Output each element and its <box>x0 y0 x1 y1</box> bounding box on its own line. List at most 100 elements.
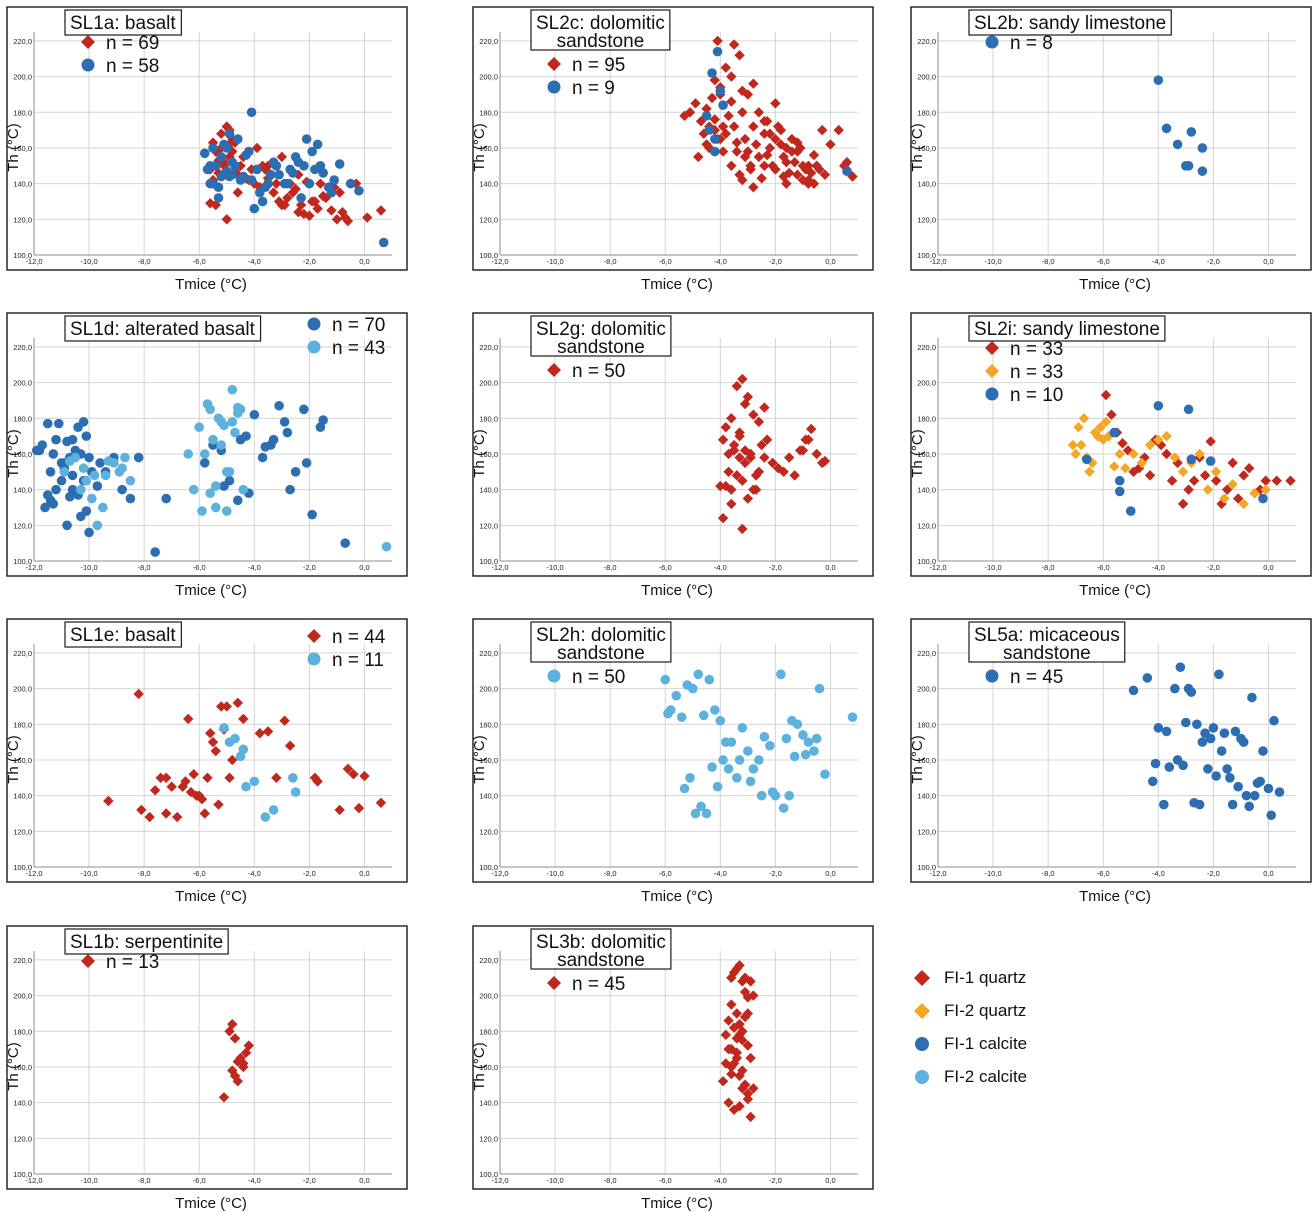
data-point <box>792 169 803 180</box>
data-point <box>728 439 740 451</box>
data-point <box>690 808 701 819</box>
y-axis-label: Th (°C) <box>5 735 22 784</box>
scatter-chart: -12,0 -10,0 -8,0 -6,0 -4,0 -2,0 0,0 100,0 120,0 1… <box>471 6 874 293</box>
data-point <box>53 418 64 429</box>
data-point <box>216 701 227 712</box>
scatter-chart: -12,0 -10,0 -8,0 -6,0 -4,0 -2,0 0,0 100,0 120,0 1… <box>471 925 874 1212</box>
x-tick-label: -4,0 <box>1152 257 1165 266</box>
y-tick-label: 180,0 <box>479 720 498 729</box>
data-point <box>1192 719 1202 730</box>
y-tick-label: 140,0 <box>479 180 498 189</box>
title-text: SL2c: dolomitic <box>536 13 665 34</box>
x-tick-label: 0,0 <box>359 869 369 878</box>
data-point <box>290 787 301 797</box>
data-point <box>1183 161 1194 171</box>
data-point <box>196 794 208 805</box>
y-tick-label: 140,0 <box>479 1099 498 1108</box>
y-axis-label: Th (°C) <box>5 123 22 172</box>
data-point <box>1244 801 1254 812</box>
legend-item-fi1-calcite: FI-1 calcite <box>912 1032 1027 1056</box>
x-axis-label: Tmice (°C) <box>1079 276 1151 293</box>
x-tick-label: -10,0 <box>547 1176 564 1185</box>
data-point <box>663 708 673 719</box>
data-point <box>1266 810 1277 821</box>
scatter-chart: -12,0 -10,0 -8,0 -6,0 -4,0 -2,0 0,0 100,0 120,0 1… <box>909 6 1312 293</box>
chart-frame <box>472 312 874 577</box>
legend-marker <box>547 57 561 71</box>
legend-marker <box>985 35 999 49</box>
data-point <box>803 737 814 747</box>
data-point <box>67 470 78 481</box>
data-point <box>255 187 265 198</box>
data-point <box>704 125 715 135</box>
data-point <box>1109 461 1120 472</box>
x-tick-label: -4,0 <box>714 257 727 266</box>
scatter-chart: -12,0 -10,0 -8,0 -6,0 -4,0 -2,0 0,0 100,0 120,0 1… <box>5 312 408 599</box>
data-point <box>166 781 177 792</box>
legend-marker <box>985 364 999 378</box>
data-point <box>219 723 229 733</box>
y-tick-label: 220,0 <box>479 649 498 658</box>
x-tick-label: -2,0 <box>769 563 782 572</box>
chart-panel: -12,0 -10,0 -8,0 -6,0 -4,0 -2,0 0,0 100,0 120,0 1… <box>909 618 1312 905</box>
data-point <box>825 139 836 150</box>
data-point <box>770 164 781 175</box>
title-box <box>530 9 671 51</box>
data-point <box>734 452 745 463</box>
x-tick-label: -6,0 <box>193 869 206 878</box>
legend-label: n = 45 <box>572 974 625 995</box>
y-tick-label: 160,0 <box>917 144 936 153</box>
title-text: SL2h: dolomitic <box>536 625 666 646</box>
data-point <box>299 404 309 415</box>
data-point <box>213 413 224 424</box>
data-point <box>92 520 103 531</box>
data-point <box>706 92 718 104</box>
data-point <box>723 448 734 460</box>
x-tick-label: -6,0 <box>659 257 672 266</box>
data-point <box>767 787 778 797</box>
data-point <box>334 159 345 169</box>
data-points <box>199 107 389 248</box>
x-tick-label: -8,0 <box>1042 563 1055 572</box>
title-text: SL5a: micaceous <box>974 625 1120 646</box>
data-point <box>1238 737 1249 747</box>
chart-panel: -12,0 -10,0 -8,0 -6,0 -4,0 -2,0 0,0 100,0 120,0 1… <box>471 312 876 599</box>
y-tick-label: 120,0 <box>479 827 498 836</box>
x-axis-label: Tmice (°C) <box>175 1195 247 1212</box>
y-axis-label: Th (°C) <box>5 429 22 478</box>
y-tick-label: 120,0 <box>13 827 32 836</box>
data-point <box>95 458 105 468</box>
data-point <box>754 755 764 765</box>
title-text: SL3b: dolomitic <box>536 932 666 953</box>
data-point <box>723 110 734 122</box>
title-box <box>530 315 672 357</box>
chart-panel: -12,0 -10,0 -8,0 -6,0 -4,0 -2,0 0,0 100,0 120,0 1… <box>909 312 1312 599</box>
y-tick-label: 160,0 <box>13 1063 32 1072</box>
data-point <box>232 402 243 413</box>
legend-label: n = 8 <box>1010 33 1053 54</box>
data-point <box>266 169 276 180</box>
legend-label: n = 70 <box>332 315 385 336</box>
data-point <box>745 776 756 787</box>
data-point <box>803 178 814 189</box>
data-point <box>271 161 282 171</box>
x-tick-label: -8,0 <box>138 257 151 266</box>
data-point <box>679 110 690 122</box>
data-point <box>1183 404 1194 415</box>
scatter-chart: -12,0 -10,0 -8,0 -6,0 -4,0 -2,0 0,0 100,0 120,0 1… <box>5 6 408 293</box>
data-point <box>1100 389 1112 401</box>
data-point <box>781 178 792 189</box>
data-point <box>756 790 767 801</box>
data-point <box>34 445 45 456</box>
data-point <box>696 801 706 812</box>
scatter-chart: -12,0 -10,0 -8,0 -6,0 -4,0 -2,0 0,0 100,0 120,0 1… <box>5 925 408 1212</box>
data-point <box>679 783 690 794</box>
data-point <box>693 669 704 680</box>
x-tick-label: -8,0 <box>604 1176 617 1185</box>
chart-frame <box>6 618 408 883</box>
data-point <box>1095 422 1106 433</box>
data-point <box>739 151 751 163</box>
data-point <box>92 481 103 491</box>
y-tick-label: 200,0 <box>13 685 32 694</box>
data-point <box>1150 758 1161 769</box>
